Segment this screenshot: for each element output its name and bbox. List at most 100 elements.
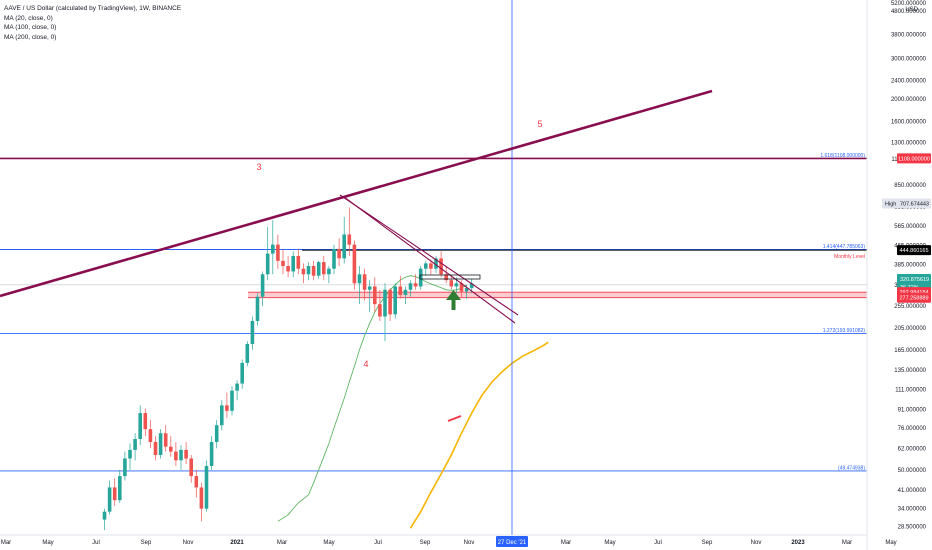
candle-body <box>347 234 352 245</box>
candle-body <box>245 343 250 363</box>
legend-ma20[interactable]: MA (20, close, 0) <box>4 14 53 22</box>
candle-down <box>153 436 158 461</box>
candle-body <box>199 487 204 509</box>
candle-up <box>235 380 239 401</box>
candle-down <box>143 408 148 437</box>
price-tick-label: 28.500000 <box>898 524 927 530</box>
arrow-shaft <box>451 298 456 310</box>
candle-body <box>281 260 285 267</box>
time-tick-label: Mar <box>561 540 571 546</box>
candle-body <box>388 289 392 315</box>
time-tick-label: Jul <box>374 540 382 546</box>
candle-up <box>342 216 346 264</box>
wave-label-3: 3 <box>256 162 261 172</box>
candle-up <box>255 293 260 326</box>
fib-level-label: 1.414(447.785063) <box>823 244 866 250</box>
candle-body <box>128 449 132 459</box>
legend-ma100[interactable]: MA (100, close, 0) <box>4 24 57 31</box>
candle-up <box>107 480 112 515</box>
candle-body <box>235 383 239 391</box>
time-tick-label: Nov <box>464 540 475 546</box>
price-tag-1108-bg <box>897 153 931 164</box>
price-tick-label: 2400.000000 <box>891 79 927 85</box>
price-tick-label: 1600.000000 <box>891 119 927 125</box>
candle-up <box>209 436 214 470</box>
ma100-line <box>409 341 549 529</box>
up-arrow-icon <box>446 290 461 310</box>
cursor-date-tag <box>496 536 528 547</box>
price-tag-monthly-bg <box>897 245 931 256</box>
descending-trendline-1 <box>339 194 519 316</box>
price-tick-label: 4800.000000 <box>891 9 927 15</box>
candle-down <box>225 392 229 418</box>
candle-down <box>276 234 280 269</box>
long-trendline <box>0 89 713 298</box>
price-tick-label: 165.000000 <box>894 348 926 354</box>
candle-body <box>444 274 448 281</box>
candle-body <box>373 286 377 305</box>
candle-body <box>454 283 459 287</box>
candle-up <box>102 508 107 530</box>
candle-up <box>403 286 408 305</box>
price-tick-label: 62.000000 <box>898 446 927 452</box>
time-tick-label: Mar <box>842 540 852 546</box>
candle-down <box>398 275 403 299</box>
candle-body <box>153 441 158 455</box>
price-tag-1108: 1108.000000 <box>897 153 931 164</box>
candle-up <box>128 443 132 470</box>
chart-legend: AAVE / US Dollar (calculated by TradingV… <box>4 4 181 42</box>
symbol-title[interactable]: AAVE / US Dollar (calculated by TradingV… <box>4 5 182 12</box>
fib-level-label: 1.618(1108.000000) <box>820 153 865 159</box>
price-tick-label: 135.000000 <box>894 368 926 374</box>
candle-down <box>413 274 418 290</box>
high-price-bg <box>882 198 931 209</box>
candle-down <box>286 255 290 278</box>
price-tag-zone-bottom: 277.258889 <box>897 292 931 303</box>
candle-up <box>240 359 244 389</box>
price-tick-label: 91.000000 <box>898 408 927 414</box>
candle-body <box>225 405 229 411</box>
candle-up <box>332 244 336 275</box>
candle-up <box>250 316 255 350</box>
candle-down <box>199 482 204 522</box>
candle-up <box>424 260 428 276</box>
candle-down <box>296 249 301 275</box>
red-support-zone <box>248 292 867 298</box>
price-tick-label: 111.000000 <box>895 388 926 394</box>
candle-down <box>194 469 199 498</box>
time-tick-label: Nov <box>751 540 762 546</box>
candle-up <box>265 227 270 281</box>
time-tick-label: 2023 <box>791 540 805 546</box>
candle-body <box>220 405 224 426</box>
candle-up <box>367 280 372 313</box>
time-tick-label: Jul <box>92 540 100 546</box>
candle-down <box>347 207 352 256</box>
price-tick-label: 1300.000000 <box>891 140 927 146</box>
candle-body <box>265 253 270 275</box>
candle-body <box>449 280 454 287</box>
candle-body <box>169 446 173 452</box>
time-tick-label: Jul <box>654 540 662 546</box>
price-tick-label: 50.000000 <box>898 468 927 474</box>
candle-down <box>184 441 188 465</box>
candle-body <box>413 283 418 287</box>
legend-ma200[interactable]: MA (200, close, 0) <box>4 33 57 41</box>
candle-up <box>230 386 234 416</box>
candle-up <box>316 260 321 279</box>
candle-down <box>378 289 382 321</box>
high-price-tag: High 707.674443 <box>882 198 931 209</box>
time-tick-label: Nov <box>183 540 194 546</box>
candle-body <box>469 283 474 289</box>
descending-trendline-2 <box>343 196 516 324</box>
fib-level-label: (49.474938) <box>838 465 865 471</box>
cursor-date-label: 27 Dec '21 <box>498 540 527 546</box>
candle-up <box>271 220 275 275</box>
candle-body <box>342 234 346 259</box>
price-tick-label: 34.000000 <box>898 507 927 513</box>
time-tick-label: Sep <box>420 540 431 546</box>
high-label: High <box>885 202 896 208</box>
price-tick-label: 3800.000000 <box>891 33 927 39</box>
candle-up <box>214 420 219 449</box>
price-tick-label: 205.000000 <box>894 326 926 332</box>
